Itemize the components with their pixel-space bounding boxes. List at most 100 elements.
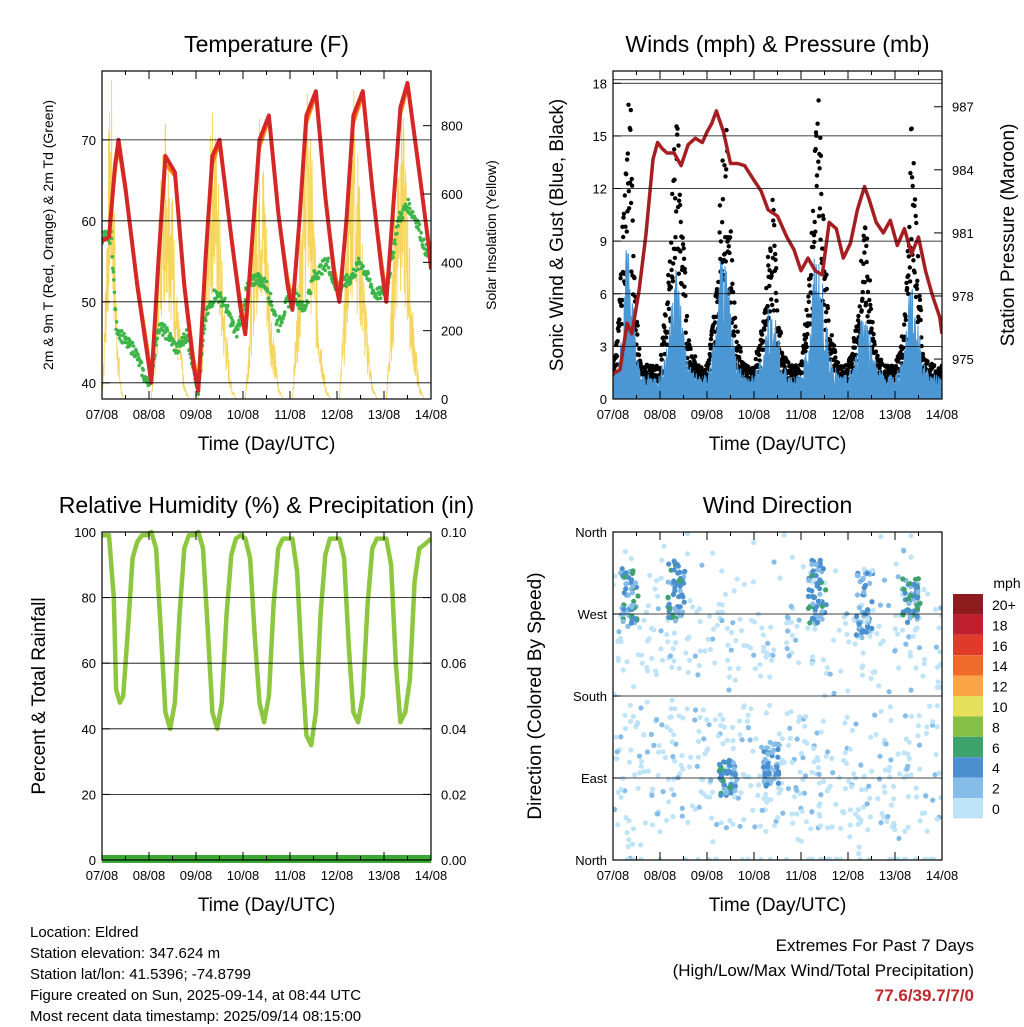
direction-point <box>765 751 771 757</box>
direction-point <box>856 605 863 611</box>
direction-point <box>809 809 815 815</box>
dewpoint-point <box>343 276 347 281</box>
dewpoint-point <box>211 300 216 305</box>
gust-point <box>663 313 668 318</box>
direction-point <box>650 786 656 792</box>
direction-point <box>904 766 910 772</box>
direction-point <box>736 718 743 724</box>
direction-point <box>740 856 745 860</box>
y2-tick-label: 987 <box>952 100 974 115</box>
dewpoint-point <box>264 279 269 284</box>
gust-point <box>805 331 810 337</box>
gust-point <box>682 270 688 275</box>
direction-point <box>867 580 873 587</box>
direction-point <box>854 572 861 579</box>
direction-point <box>672 758 678 764</box>
gust-point <box>768 248 773 254</box>
direction-point <box>755 782 762 788</box>
direction-point <box>876 776 883 782</box>
direction-point <box>874 631 880 637</box>
direction-point <box>813 561 819 568</box>
direction-point <box>676 713 682 719</box>
y-axis-label: Percent & Total Rainfall <box>29 597 50 794</box>
gust-point <box>626 189 631 194</box>
direction-point <box>755 792 761 799</box>
direction-point <box>810 568 816 574</box>
legend-swatch <box>953 777 983 798</box>
direction-point <box>719 609 725 615</box>
direction-point <box>767 856 773 860</box>
direction-point <box>694 763 700 769</box>
direction-point <box>758 856 764 860</box>
legend-swatch <box>953 675 983 696</box>
direction-point <box>870 567 876 574</box>
direction-point <box>869 599 875 605</box>
direction-point <box>890 783 897 790</box>
dewpoint-point <box>261 280 266 284</box>
direction-point <box>816 811 822 817</box>
direction-point <box>658 575 664 581</box>
direction-point <box>622 549 629 555</box>
gust-point <box>730 281 735 286</box>
y2-tick-label: 0.00 <box>441 853 466 868</box>
dewpoint-point <box>112 278 116 282</box>
dewpoint-point <box>181 343 185 347</box>
gust-point <box>650 370 655 375</box>
direction-point <box>785 786 792 792</box>
gust-point <box>720 220 725 225</box>
gust-point <box>878 357 884 362</box>
gust-point <box>668 285 674 290</box>
direction-point <box>732 772 738 778</box>
direction-point <box>735 795 742 801</box>
gust-point <box>912 270 917 275</box>
dewpoint-point <box>136 352 140 357</box>
direction-point <box>861 589 867 595</box>
direction-point <box>794 736 800 742</box>
direction-point <box>925 591 931 597</box>
gust-point <box>832 349 838 355</box>
gust-point <box>861 261 866 266</box>
direction-point <box>761 778 768 784</box>
gust-point <box>806 299 811 304</box>
dewpoint-point <box>273 313 278 318</box>
dewpoint-point <box>122 331 126 336</box>
direction-point <box>808 826 814 832</box>
gust-point <box>851 336 856 341</box>
direction-point <box>695 738 702 745</box>
direction-point <box>809 660 815 666</box>
direction-point <box>848 783 855 790</box>
direction-point <box>936 625 942 631</box>
direction-point <box>763 828 769 834</box>
gust-point <box>619 303 625 308</box>
y-tick-label: 6 <box>600 287 607 302</box>
direction-point <box>901 750 907 756</box>
direction-point <box>737 732 743 738</box>
direction-point <box>905 824 911 830</box>
direction-point <box>768 624 774 630</box>
gust-point <box>862 280 867 285</box>
gust-point <box>803 341 808 346</box>
gust-point <box>618 276 623 281</box>
direction-point <box>760 632 766 638</box>
dewpoint-point <box>406 197 411 202</box>
direction-point <box>937 661 942 667</box>
gust-point <box>811 244 816 250</box>
direction-point <box>724 737 730 743</box>
gust-point <box>693 354 698 359</box>
gust-point <box>672 255 678 261</box>
direction-point <box>666 799 672 805</box>
direction-point <box>873 731 879 738</box>
legend-label: 2 <box>992 781 1000 797</box>
direction-point <box>856 851 862 857</box>
direction-point <box>772 822 778 829</box>
x-tick-label: 10/08 <box>738 868 771 883</box>
direction-point <box>776 731 783 737</box>
gust-point <box>771 308 777 313</box>
direction-point <box>638 652 645 658</box>
gust-point <box>621 234 626 240</box>
direction-point <box>707 646 714 653</box>
direction-point <box>624 830 630 836</box>
direction-point <box>692 653 698 659</box>
direction-point <box>678 762 684 768</box>
direction-point <box>820 657 827 663</box>
